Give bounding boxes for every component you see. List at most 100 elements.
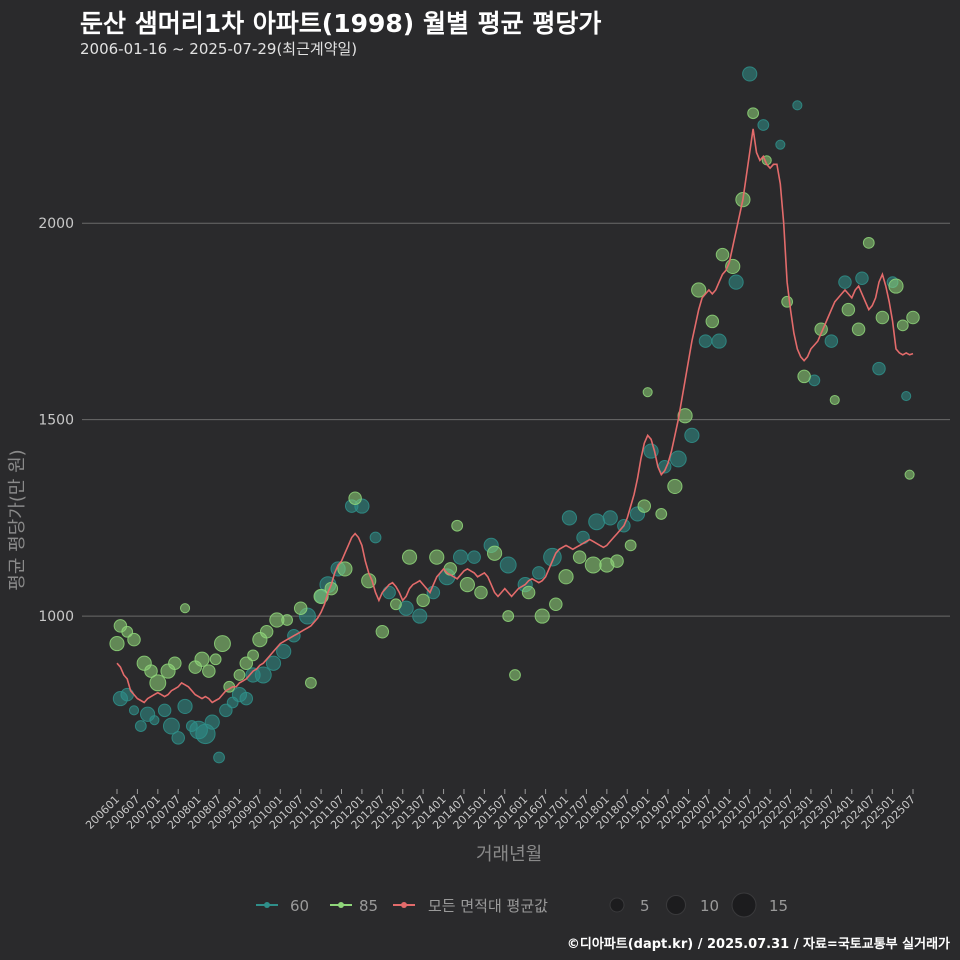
point-85	[904, 469, 915, 480]
point-85	[179, 603, 191, 614]
point-85	[829, 394, 840, 406]
legend: 60 85 모든 면적대 평균값 5 10 15	[256, 892, 788, 918]
legend-item-85: 85	[330, 897, 378, 915]
point-60	[213, 751, 225, 764]
point-60	[134, 720, 147, 732]
point-85	[797, 369, 811, 384]
point-60	[838, 275, 852, 289]
point-85	[459, 577, 475, 593]
point-85	[642, 387, 653, 398]
point-85	[781, 295, 794, 308]
point-60	[412, 608, 428, 624]
point-85	[304, 676, 317, 689]
point-85	[443, 562, 458, 576]
point-85	[202, 664, 216, 678]
point-85	[851, 322, 866, 337]
point-60	[171, 731, 185, 745]
series-60-points	[112, 66, 912, 764]
point-85	[401, 549, 418, 565]
point-85	[390, 598, 402, 611]
point-60	[382, 585, 396, 600]
point-60	[855, 271, 869, 285]
point-60	[177, 698, 193, 715]
point-60	[742, 66, 758, 82]
point-85	[451, 519, 464, 532]
point-60	[901, 391, 912, 402]
point-85	[429, 549, 445, 565]
size-legend-15-circle	[731, 892, 757, 918]
point-60	[561, 510, 578, 526]
y-tick-label: 1000	[38, 609, 74, 625]
size-legend-5-label: 5	[640, 897, 650, 915]
point-85	[624, 539, 637, 552]
legend-average-label: 모든 면적대 평균값	[428, 897, 548, 915]
legend-average-dot	[401, 902, 407, 908]
y-tick-label: 1500	[38, 413, 74, 429]
point-85	[416, 593, 430, 608]
source-footer: ©디아파트(dapt.kr) / 2025.07.31 / 자료=국토교통부 실…	[566, 937, 950, 952]
point-60	[265, 655, 282, 671]
point-85	[247, 649, 259, 662]
point-60	[120, 687, 134, 702]
legend-item-60: 60	[256, 897, 309, 915]
point-60	[602, 510, 618, 526]
x-axis-ticks: 2006012006072007012007072008012008072009…	[83, 789, 918, 832]
legend-60-label: 60	[290, 897, 309, 915]
point-60	[239, 691, 254, 706]
point-60	[576, 530, 590, 545]
point-60	[775, 139, 786, 150]
point-85	[610, 554, 624, 568]
point-60	[824, 334, 839, 348]
point-85	[486, 545, 503, 561]
point-85	[281, 614, 293, 626]
point-60	[698, 334, 713, 348]
point-60	[792, 100, 803, 111]
point-60	[162, 717, 180, 735]
point-60	[588, 513, 606, 531]
point-85	[549, 597, 563, 612]
point-85	[239, 656, 254, 670]
point-60	[499, 556, 517, 574]
point-85	[293, 601, 308, 615]
point-85	[168, 656, 182, 670]
point-85	[233, 669, 246, 681]
point-85	[655, 508, 668, 520]
point-85	[572, 550, 587, 564]
point-85	[906, 310, 920, 325]
point-85	[259, 625, 274, 639]
point-60	[204, 714, 220, 730]
size-legend-10-circle	[666, 895, 686, 915]
y-tick-label: 2000	[38, 216, 74, 232]
size-legend-5-circle	[609, 897, 625, 913]
y-gridlines	[82, 222, 950, 617]
point-85	[521, 585, 536, 600]
legend-85-label: 85	[359, 897, 378, 915]
point-60	[452, 549, 469, 565]
point-85	[637, 499, 652, 513]
legend-60-dot	[264, 902, 270, 908]
page-title: 둔산 샘머리1차 아파트(1998) 월별 평균 평당가	[80, 9, 602, 38]
point-85	[502, 610, 515, 622]
point-85	[888, 278, 904, 294]
point-85	[127, 632, 141, 647]
point-60	[872, 361, 886, 376]
point-85	[705, 314, 720, 329]
point-85	[149, 674, 167, 692]
y-axis-ticks: 1000 1500 2000	[38, 216, 74, 625]
point-60	[669, 450, 687, 468]
series-85-points	[109, 107, 920, 693]
point-85	[534, 608, 550, 624]
point-85	[509, 669, 521, 681]
point-85	[474, 585, 488, 600]
legend-85-dot	[338, 902, 344, 908]
point-60	[467, 550, 481, 564]
point-85	[896, 319, 909, 332]
point-60	[532, 566, 546, 580]
point-85	[667, 478, 683, 495]
point-85	[584, 556, 602, 574]
point-85	[677, 408, 693, 424]
point-60	[149, 715, 160, 726]
point-60	[219, 703, 233, 718]
